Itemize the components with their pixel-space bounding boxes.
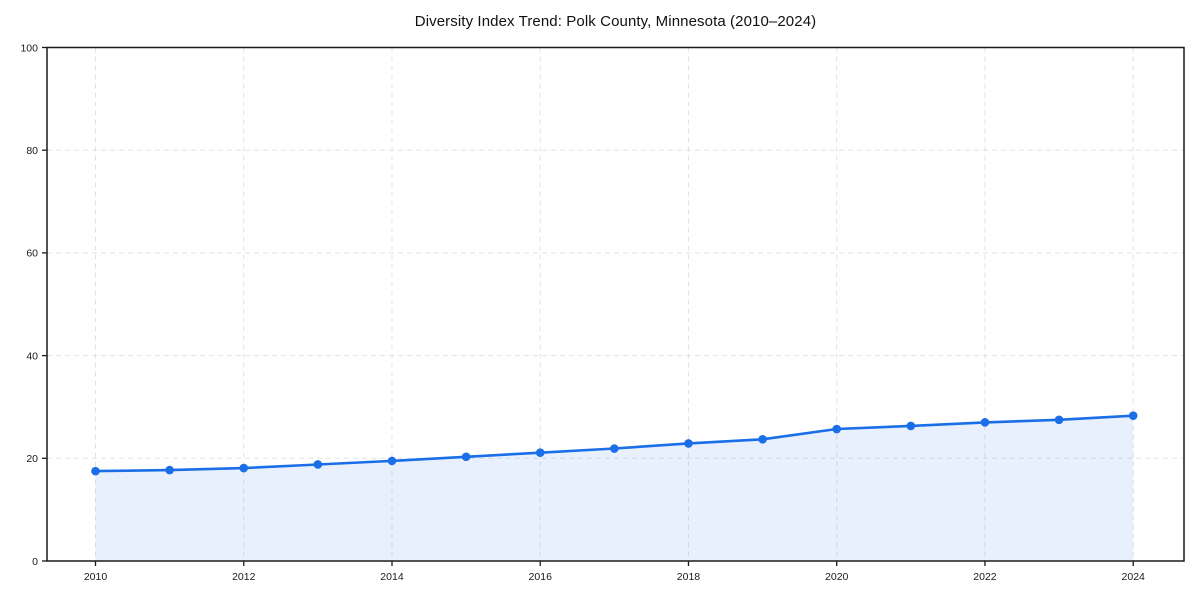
plot-border	[46, 46, 1185, 562]
data-point-marker	[461, 452, 471, 462]
x-tick-label: 2014	[380, 571, 404, 583]
y-tick-label: 40	[26, 350, 38, 362]
data-point-marker	[535, 448, 545, 457]
x-tick-label: 2024	[1122, 571, 1146, 583]
y-tick-label: 80	[26, 145, 38, 157]
x-tick-label: 2012	[232, 571, 256, 583]
y-tick-label: 100	[20, 42, 38, 54]
data-point-marker	[165, 465, 174, 475]
y-tick-label: 60	[26, 248, 38, 260]
y-tick-label: 0	[32, 556, 38, 568]
data-point-marker	[91, 466, 100, 476]
x-tick-label: 2020	[825, 571, 849, 583]
x-tick-label: 2010	[84, 571, 108, 583]
data-point-marker	[684, 439, 693, 448]
area-fill	[95, 415, 1134, 561]
y-tick-label: 20	[26, 453, 38, 465]
data-point-marker	[1054, 415, 1064, 425]
data-point-marker	[832, 424, 842, 434]
data-point-marker	[610, 444, 619, 453]
data-point-marker	[758, 435, 767, 444]
data-point-marker	[387, 456, 397, 466]
data-point-marker	[980, 418, 990, 427]
x-tick-label: 2018	[677, 571, 701, 583]
data-point-marker	[313, 460, 323, 469]
x-tick-label: 2022	[973, 571, 997, 583]
data-point-marker	[906, 421, 916, 431]
chart-title: Diversity Index Trend: Polk County, Minn…	[414, 13, 817, 30]
data-point-marker	[239, 463, 249, 473]
data-point-marker	[1128, 411, 1138, 420]
x-tick-label: 2016	[529, 571, 553, 583]
